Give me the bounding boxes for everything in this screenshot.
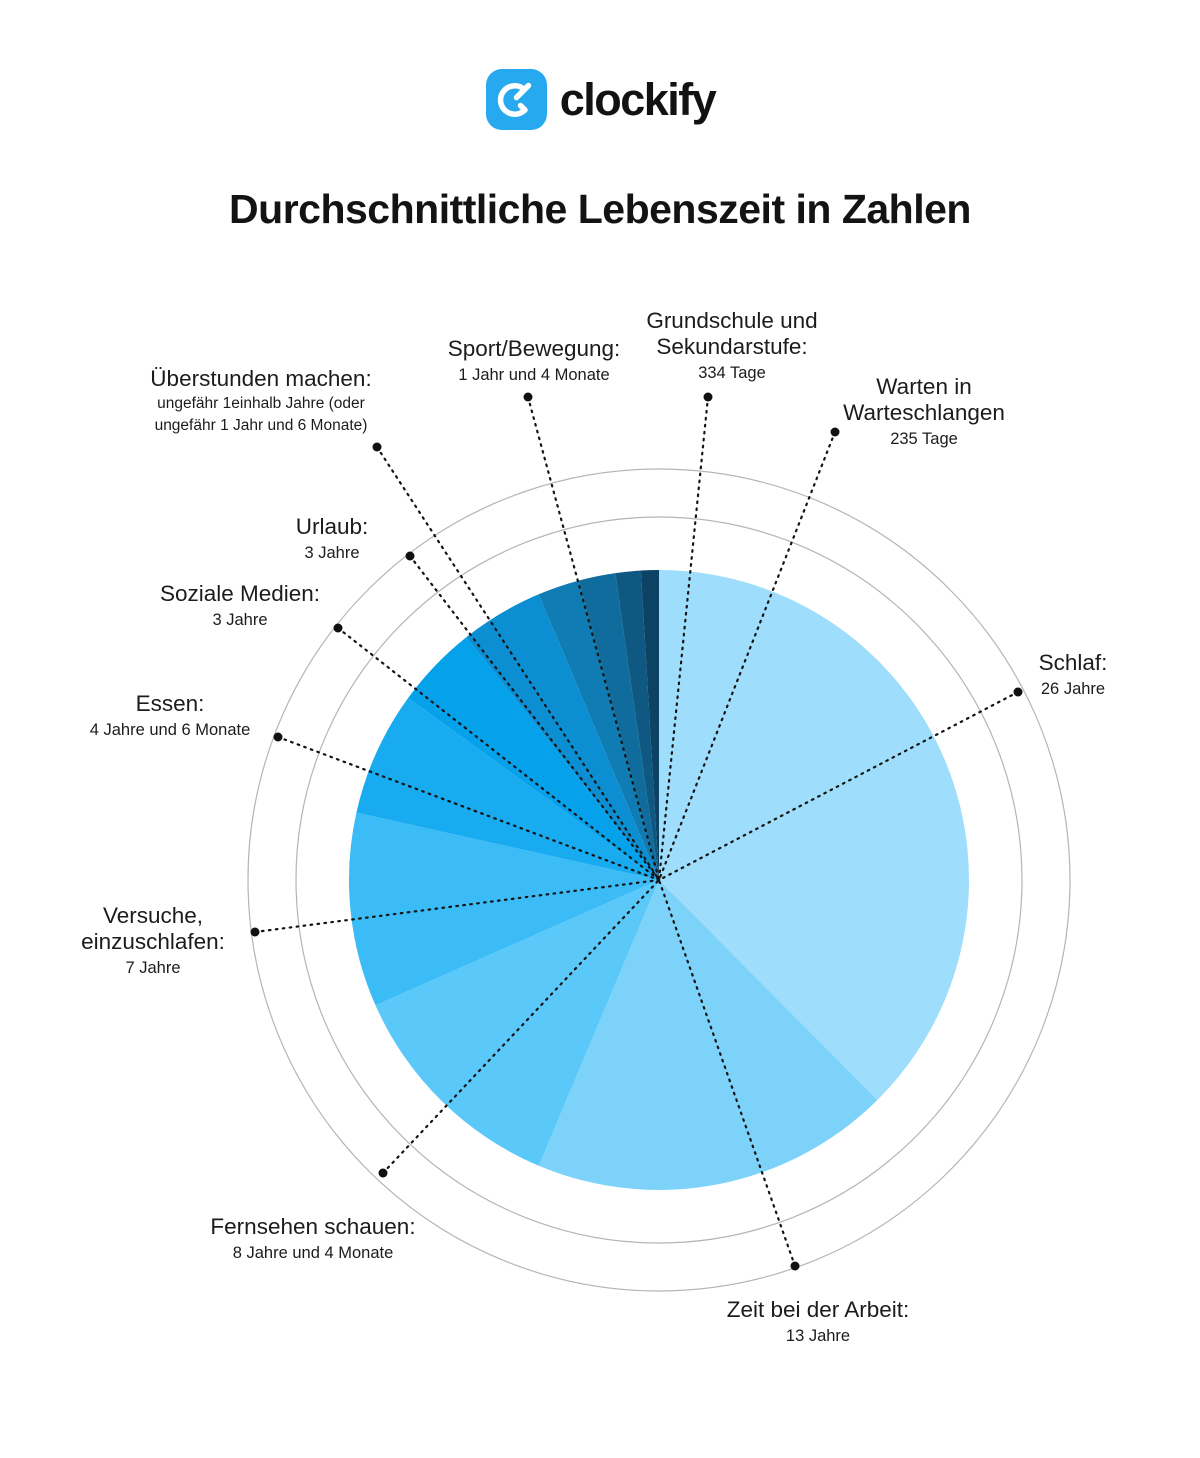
leader-line-essen (276, 735, 661, 882)
clockify-logo: clockify (0, 68, 1200, 131)
leader-line-fernsehen-schauen (381, 878, 661, 1175)
pie-slice-soziale-medien (408, 637, 659, 880)
leader-dot-fernsehen-schauen (378, 1168, 388, 1178)
slice-label-name: Versuche, (102, 903, 204, 928)
slice-label-name: Zeit bei der Arbeit: (726, 1297, 910, 1322)
slice-label-name: Sport/Bewegung: (447, 336, 621, 361)
slice-label-ueberstunden-machen: Überstunden machen: ungefähr 1einhalb Jah… (150, 366, 371, 436)
slice-label-name: Essen: (135, 691, 205, 716)
slice-label-sport-bewegung: Sport/Bewegung: 1 Jahr und 4 Monate (448, 336, 621, 386)
leader-dot-urlaub (405, 551, 415, 561)
slice-label-name: Soziale Medien: (159, 581, 321, 606)
leader-dot-soziale-medien (333, 623, 343, 633)
slice-label-grundschule-sekundarstufe: Grundschule und Sekundarstufe: 334 Tage (646, 308, 817, 384)
leader-dot-versuche-einzuschlafen (250, 927, 260, 937)
leader-line-sport-bewegung (526, 395, 661, 882)
leader-line-soziale-medien (336, 626, 661, 882)
slice-label-name: Warteschlangen (843, 400, 1005, 425)
slice-label-name: Urlaub: (295, 514, 369, 539)
slice-label-versuche-einzuschlafen: Versuche, einzuschlafen: 7 Jahre (81, 903, 225, 979)
slice-label-soziale-medien: Soziale Medien: 3 Jahre (160, 581, 320, 631)
slice-label-fernsehen-schauen: Fernsehen schauen: 8 Jahre und 4 Monate (210, 1214, 415, 1264)
pie-slice-schlaf (659, 570, 969, 1100)
slice-label-value: 235 Tage (890, 430, 958, 448)
slice-label-warten-in-warteschlangen: Warten in Warteschlangen 235 Tage (843, 374, 1005, 450)
orbit-ring-2 (247, 468, 1071, 1292)
slice-label-zeit-bei-der-arbeit: Zeit bei der Arbeit: 13 Jahre (727, 1297, 910, 1347)
slice-label-value: 13 Jahre (785, 1327, 851, 1345)
clockify-logo-text: clockify (559, 73, 717, 125)
slice-label-value: 26 Jahre (1040, 680, 1106, 698)
leader-line-zeit-bei-der-arbeit (657, 878, 797, 1268)
leader-line-warten-in-warteschlangen (657, 430, 837, 882)
pie-slice-fernsehen-schauen (375, 880, 659, 1166)
leader-line-versuche-einzuschlafen (253, 878, 661, 934)
slice-label-essen: Essen: 4 Jahre und 6 Monate (90, 691, 251, 741)
pie-slice-versuche-einzuschlafen (349, 812, 659, 1006)
pie-slice-warten-in-warteschlangen (640, 569, 659, 880)
pie-slice-ueberstunden-machen (538, 580, 659, 880)
slice-label-name: Schlaf: (1038, 650, 1108, 675)
leader-line-ueberstunden-machen (375, 445, 661, 882)
slice-label-value: ungefähr 1 Jahr und 6 Monate) (154, 417, 368, 434)
slice-label-value: 334 Tage (698, 364, 766, 382)
pie-slice-grundschule-sekundarstufe (615, 570, 659, 880)
slice-label-name: Sekundarstufe: (656, 334, 808, 359)
slice-label-value: 3 Jahre (304, 544, 360, 562)
leader-line-schlaf (657, 690, 1020, 882)
slice-label-urlaub: Urlaub: 3 Jahre (296, 514, 369, 564)
leader-dot-warten-in-warteschlangen (830, 427, 840, 437)
slice-label-value: 3 Jahre (212, 611, 268, 629)
slice-label-name: Grundschule und (646, 308, 818, 333)
orbit-ring-1 (295, 516, 1023, 1244)
pie-slice-urlaub (466, 594, 659, 880)
clockify-logo-icon (485, 68, 548, 131)
leader-dot-schlaf (1013, 687, 1023, 697)
slice-label-name: Fernsehen schauen: (210, 1214, 416, 1239)
page-title: Durchschnittliche Lebenszeit in Zahlen (229, 186, 971, 232)
slice-label-value: ungefähr 1einhalb Jahre (oder (157, 395, 365, 412)
pie-slice-zeit-bei-der-arbeit (538, 880, 878, 1190)
slice-label-value: 4 Jahre und 6 Monate (89, 721, 251, 739)
slice-label-schlaf: Schlaf: 26 Jahre (1039, 650, 1108, 700)
slice-label-value: 1 Jahr und 4 Monate (458, 366, 610, 384)
slice-label-name: Überstunden machen: (150, 366, 372, 391)
leader-dot-zeit-bei-der-arbeit (790, 1261, 800, 1271)
leader-dot-grundschule-sekundarstufe (703, 392, 713, 402)
leader-dot-ueberstunden-machen (372, 442, 382, 452)
leader-line-urlaub (408, 554, 661, 882)
pie-slice-essen (356, 698, 659, 880)
slice-label-value: 8 Jahre und 4 Monate (232, 1244, 394, 1262)
slice-label-value: 7 Jahre (125, 959, 181, 977)
leader-dot-sport-bewegung (523, 392, 533, 402)
leader-dot-essen (273, 732, 283, 742)
slice-label-name: einzuschlafen: (81, 929, 225, 954)
slice-label-name: Warten in (876, 374, 972, 399)
